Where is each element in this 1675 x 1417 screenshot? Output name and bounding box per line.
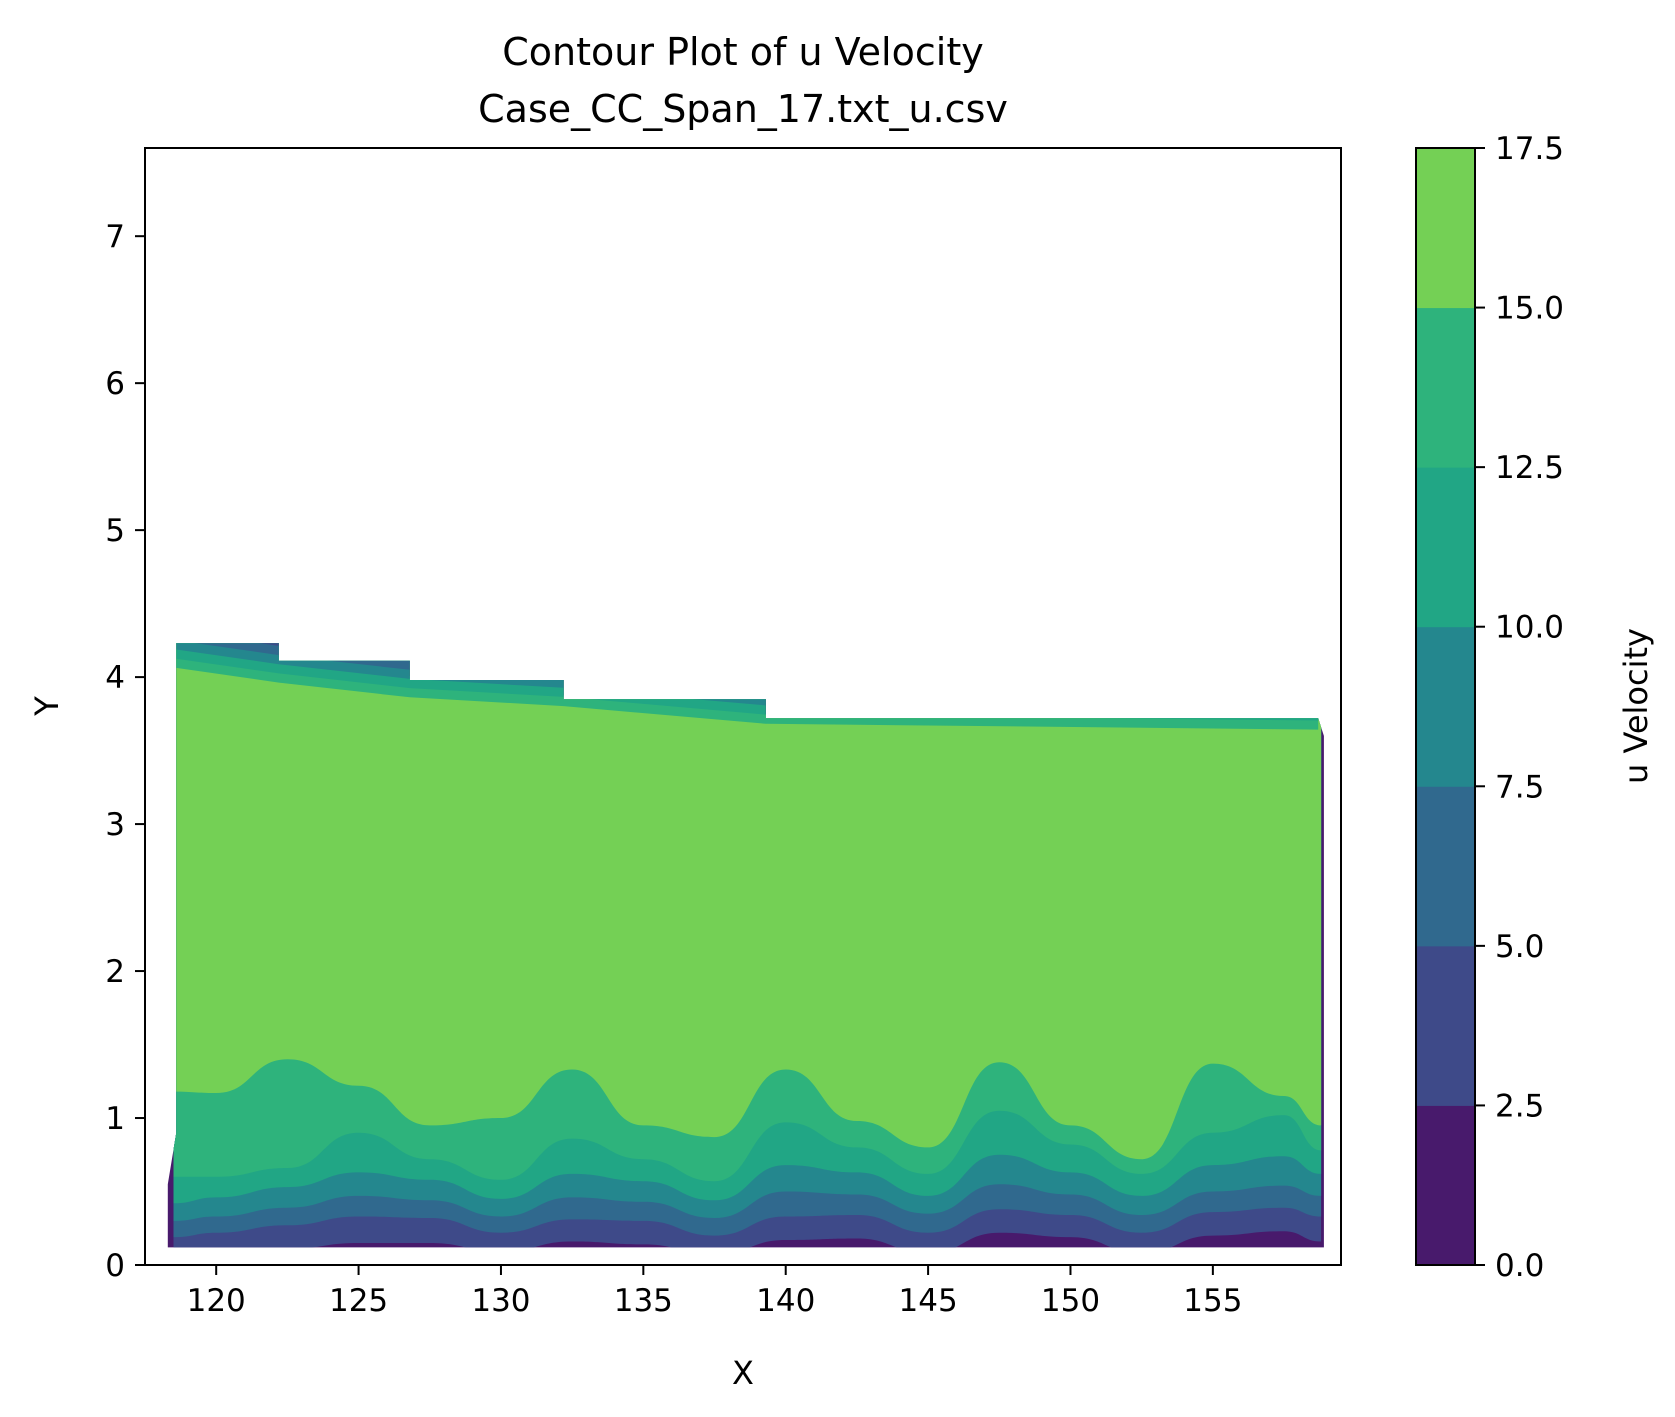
x-tick-label: 150 [1041, 1283, 1100, 1319]
x-axis-ticks: 120 125 130 135 140 145 150 155 [187, 1265, 1242, 1319]
chart-subtitle: Case_CC_Span_17.txt_u.csv [478, 87, 1008, 131]
contour-wall-band-4 [176, 643, 1319, 721]
colorbar-tick-label: 0.0 [1495, 1248, 1544, 1284]
x-tick-label: 135 [614, 1283, 673, 1319]
y-tick-label: 6 [105, 366, 125, 402]
colorbar-segment [1416, 945, 1475, 1106]
colorbar-tick-label: 12.5 [1495, 450, 1564, 486]
y-tick-label: 4 [105, 660, 125, 696]
colorbar-tick-label: 2.5 [1495, 1088, 1544, 1124]
colorbar-segment [1416, 148, 1475, 309]
y-axis-ticks: 0 1 2 3 4 5 6 7 [105, 219, 145, 1284]
x-tick-label: 120 [187, 1283, 246, 1319]
colorbar-tick-label: 10.0 [1495, 610, 1564, 646]
x-tick-label: 125 [329, 1283, 388, 1319]
x-tick-label: 130 [471, 1283, 530, 1319]
colorbar-segment [1416, 786, 1475, 947]
y-tick-label: 1 [105, 1101, 125, 1137]
contour-band-6 [173, 643, 1322, 1160]
colorbar-frame [1415, 147, 1476, 1266]
chart-title: Contour Plot of u Velocity [502, 30, 983, 74]
colorbar-segment [1416, 626, 1475, 787]
plot-area [167, 643, 1324, 1248]
y-tick-label: 3 [105, 807, 125, 843]
y-tick-label: 7 [105, 219, 125, 255]
colorbar-label: u Velocity [1617, 628, 1655, 784]
y-tick-label: 0 [105, 1248, 125, 1284]
x-tick-label: 140 [756, 1283, 815, 1319]
y-tick-label: 5 [105, 513, 125, 549]
x-axis-label: X [732, 1354, 754, 1392]
colorbar-tick-label: 17.5 [1495, 131, 1564, 167]
colorbar [1416, 148, 1475, 1266]
x-tick-label: 155 [1183, 1283, 1242, 1319]
y-tick-label: 2 [105, 954, 125, 990]
colorbar-segment [1416, 307, 1475, 468]
plot-frame [144, 147, 1342, 1266]
colorbar-tick-label: 7.5 [1495, 769, 1544, 805]
colorbar-segment [1416, 467, 1475, 628]
y-axis-label: Y [28, 696, 66, 717]
colorbar-segment [1416, 1105, 1475, 1266]
colorbar-tick-label: 15.0 [1495, 291, 1564, 327]
contour-fill [167, 643, 1324, 1248]
x-tick-label: 145 [899, 1283, 958, 1319]
colorbar-tick-label: 5.0 [1495, 929, 1544, 965]
contour-wall-band-3 [176, 643, 1319, 715]
colorbar-ticks: 0.0 2.5 5.0 7.5 10.0 12.5 15.0 17.5 [1475, 131, 1564, 1284]
